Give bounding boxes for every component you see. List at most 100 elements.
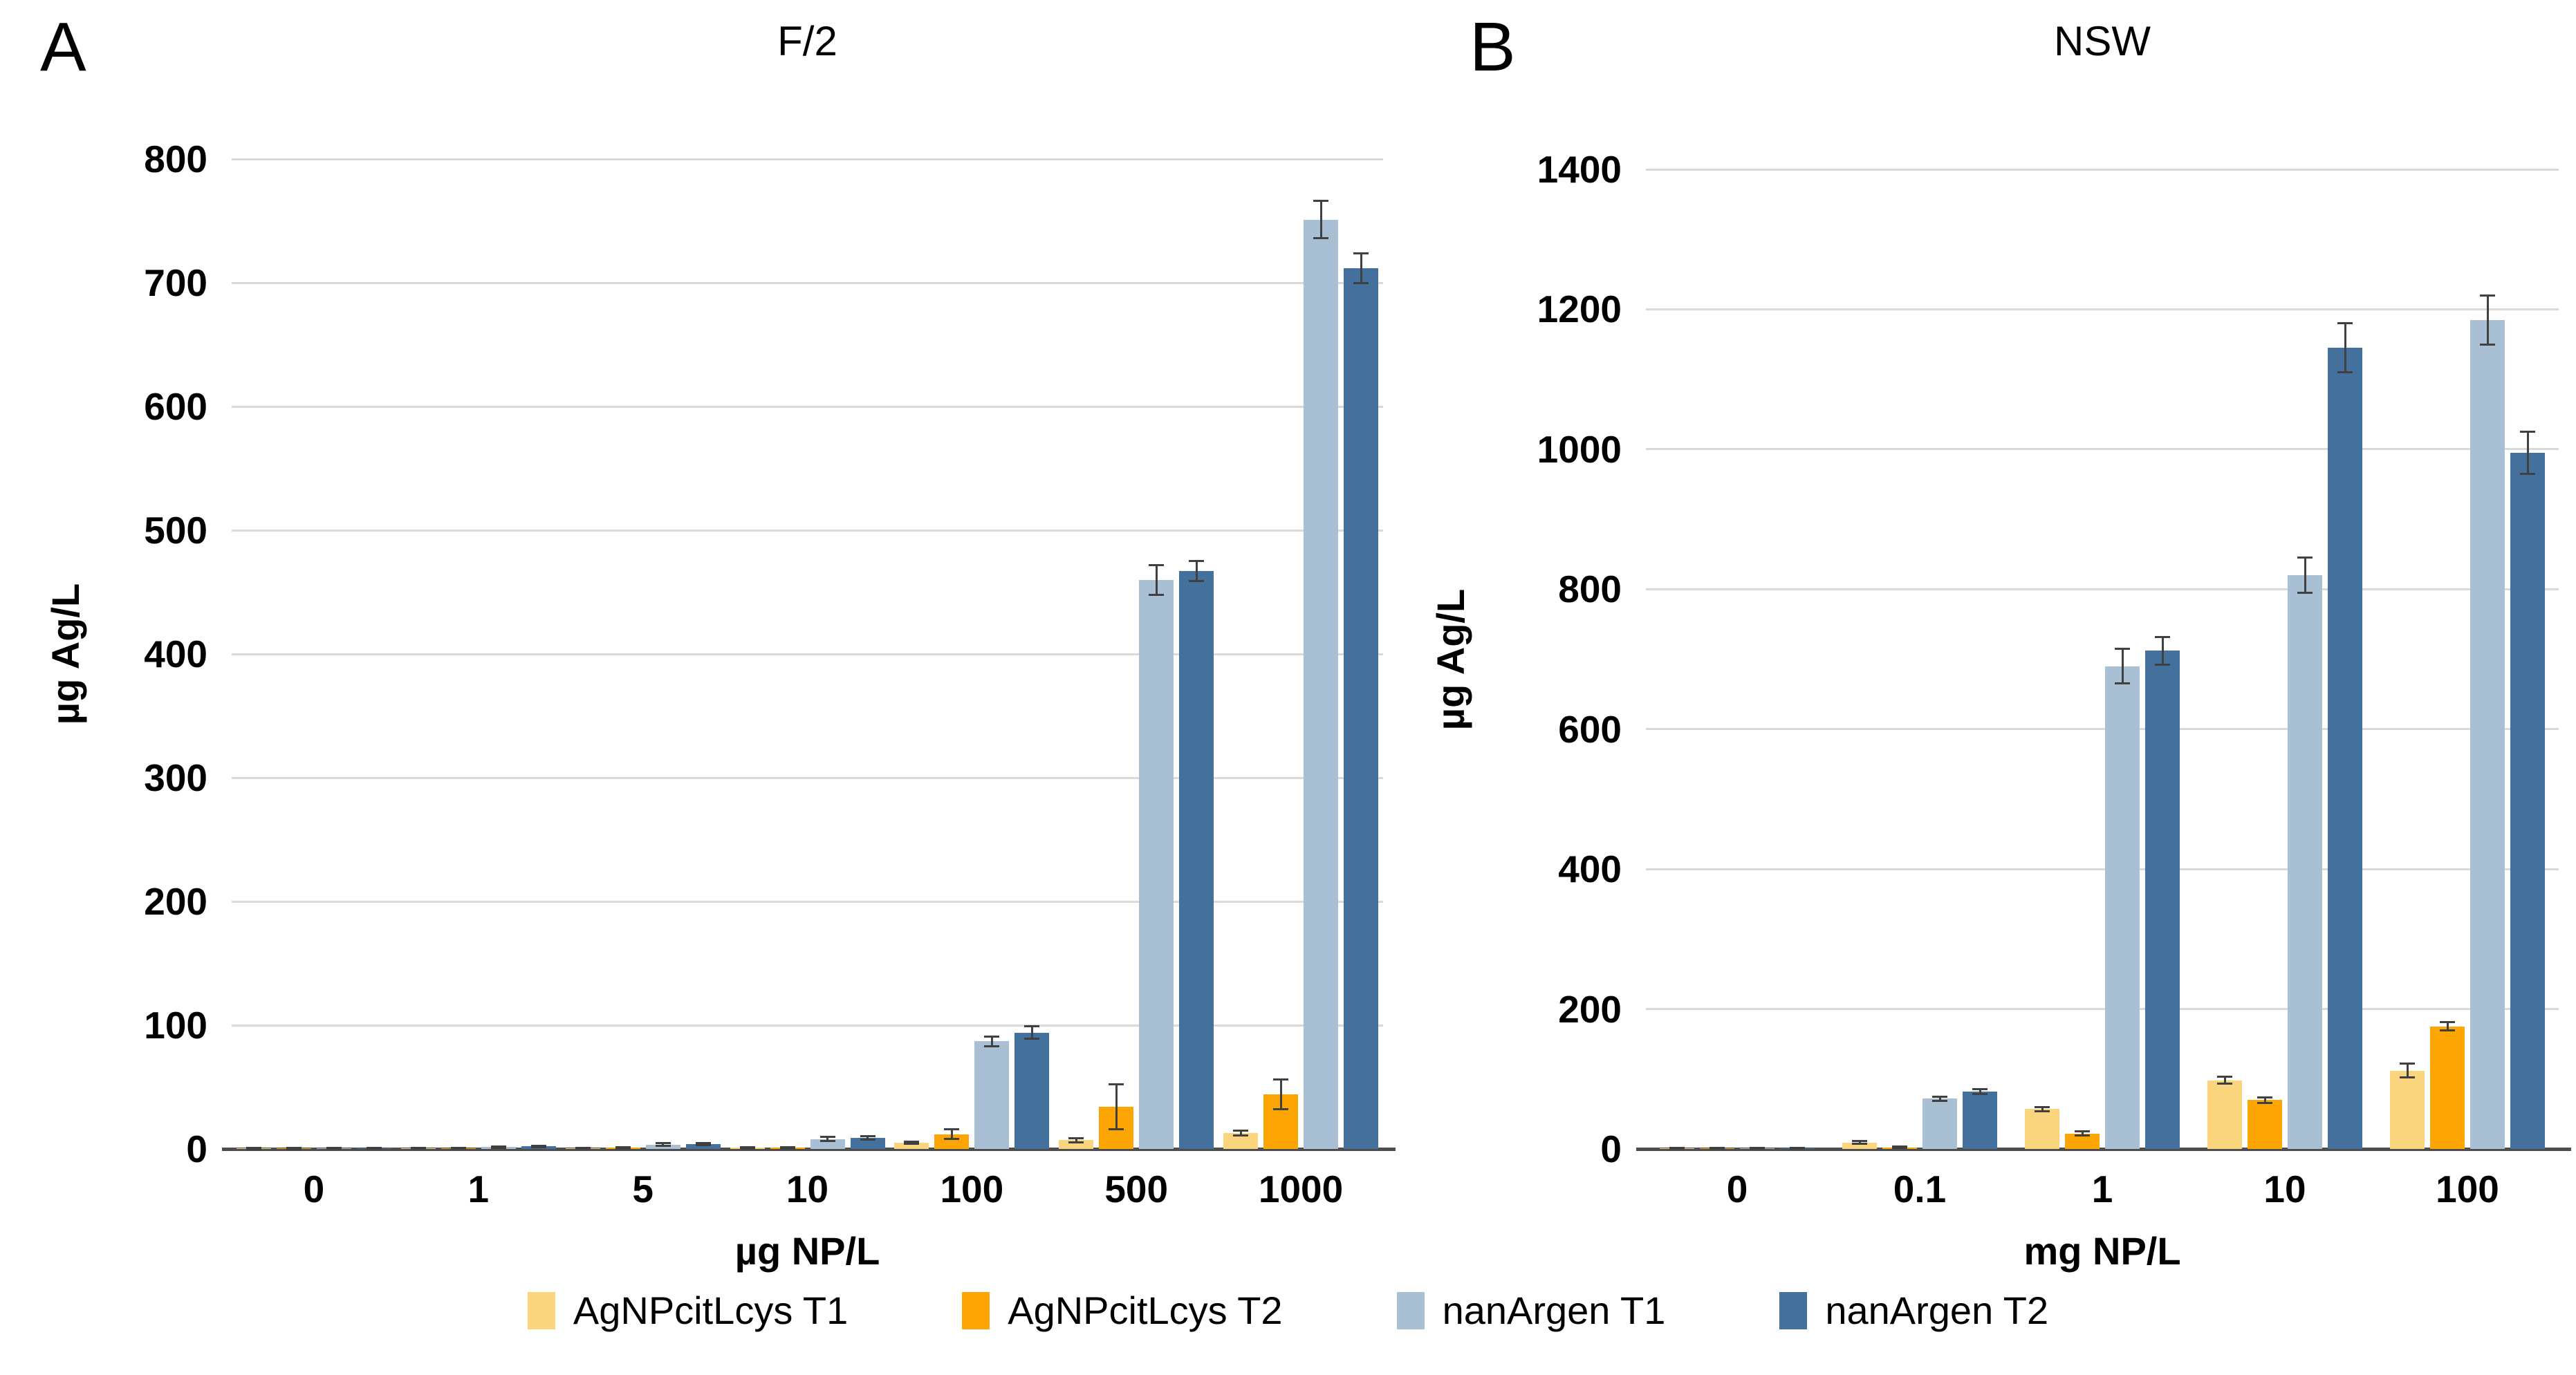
x-tick-label: 10 bbox=[786, 1168, 829, 1210]
legend-item: AgNPcitLcys T1 bbox=[527, 1291, 848, 1330]
error-bar-cap-top bbox=[1353, 252, 1369, 254]
gridline bbox=[232, 405, 1383, 408]
error-bar-cap-top bbox=[1669, 1146, 1685, 1149]
x-tick-label: 1 bbox=[467, 1168, 490, 1210]
legend-item: nanArgen T1 bbox=[1396, 1289, 1666, 1332]
gridline bbox=[1646, 308, 2559, 310]
gridline bbox=[232, 529, 1383, 532]
error-bar-cap-bottom bbox=[2257, 1101, 2272, 1104]
error-bar-cap-top bbox=[490, 1145, 506, 1148]
error-bar-cap-top bbox=[1189, 560, 1205, 563]
bar bbox=[2025, 1109, 2059, 1149]
error-bar-cap-bottom bbox=[2217, 1083, 2232, 1085]
error-bar-cap-top bbox=[366, 1147, 382, 1150]
bar bbox=[276, 1148, 311, 1149]
legend-label: nanArgen T1 bbox=[1442, 1289, 1666, 1332]
chart-title-B: NSW bbox=[2054, 18, 2151, 64]
chart-title-A: F/2 bbox=[777, 18, 837, 64]
error-bar-line bbox=[2041, 1107, 2044, 1112]
error-bar-cap-top bbox=[326, 1147, 342, 1150]
error-bar-line bbox=[1796, 1148, 1799, 1150]
error-bar-line bbox=[293, 1148, 295, 1150]
error-bar-line bbox=[2161, 637, 2164, 665]
error-bar-line bbox=[1195, 561, 1198, 581]
error-bar-cap-bottom bbox=[2520, 472, 2535, 475]
y-tick-label: 700 bbox=[144, 261, 207, 304]
error-bar-cap-bottom bbox=[410, 1148, 426, 1150]
bar bbox=[1740, 1148, 1775, 1149]
x-tick-label: 100 bbox=[2436, 1168, 2499, 1210]
gridline bbox=[1646, 868, 2559, 870]
error-bar-cap-bottom bbox=[2337, 371, 2353, 374]
error-bar-line bbox=[1279, 1079, 1282, 1110]
error-bar-cap-bottom bbox=[530, 1145, 546, 1148]
error-bar-cap-top bbox=[2115, 647, 2130, 650]
bar bbox=[565, 1148, 600, 1149]
bar bbox=[481, 1147, 516, 1149]
error-bar-cap-top bbox=[779, 1145, 795, 1148]
error-bar-line bbox=[2223, 1076, 2226, 1084]
bar bbox=[1344, 268, 1379, 1149]
error-bar-cap-top bbox=[1233, 1129, 1249, 1132]
gridline bbox=[232, 158, 1383, 160]
x-tick-label: 5 bbox=[632, 1168, 654, 1210]
bar bbox=[934, 1134, 970, 1149]
error-bar-cap-bottom bbox=[819, 1139, 835, 1142]
error-bar-cap-top bbox=[450, 1147, 466, 1150]
x-tick-label: 100 bbox=[940, 1168, 1004, 1210]
error-bar-cap-top bbox=[2297, 556, 2313, 559]
error-bar-cap-bottom bbox=[1273, 1108, 1289, 1111]
y-tick-label: 1400 bbox=[1537, 148, 1622, 191]
error-bar-line bbox=[786, 1147, 788, 1149]
error-bar-line bbox=[826, 1137, 828, 1141]
error-bar-line bbox=[582, 1148, 584, 1150]
y-tick-label: 400 bbox=[144, 633, 207, 675]
error-bar-cap-bottom bbox=[2155, 664, 2170, 666]
y-tick-label: 800 bbox=[144, 138, 207, 180]
bar bbox=[1059, 1140, 1094, 1149]
error-bar-cap-bottom bbox=[1790, 1147, 1805, 1150]
error-bar-cap-bottom bbox=[779, 1147, 795, 1150]
bar bbox=[1922, 1098, 1957, 1149]
error-bar-cap-top bbox=[695, 1141, 711, 1144]
error-bar-cap-top bbox=[2480, 294, 2495, 297]
error-bar-cap-top bbox=[1149, 563, 1165, 566]
error-bar-cap-top bbox=[904, 1140, 920, 1143]
error-bar-cap-bottom bbox=[1313, 237, 1329, 240]
error-bar-cap-top bbox=[944, 1128, 960, 1130]
legend-item: AgNPcitLcys T2 bbox=[962, 1291, 1283, 1330]
error-bar-cap-bottom bbox=[1024, 1038, 1040, 1040]
error-bar-cap-bottom bbox=[904, 1143, 920, 1145]
error-bar-cap-top bbox=[1024, 1025, 1040, 1028]
bar bbox=[2288, 575, 2322, 1149]
error-bar-line bbox=[867, 1136, 869, 1140]
x-tick-label: 500 bbox=[1104, 1168, 1169, 1210]
bar bbox=[2207, 1080, 2242, 1149]
legend-label: nanArgen T2 bbox=[1825, 1289, 2049, 1332]
error-bar-cap-top bbox=[1313, 200, 1329, 203]
error-bar-cap-top bbox=[2440, 1021, 2455, 1024]
error-bar-cap-top bbox=[739, 1145, 755, 1148]
error-bar-line bbox=[622, 1147, 624, 1149]
error-bar-line bbox=[950, 1129, 953, 1139]
error-bar-cap-bottom bbox=[1149, 593, 1165, 596]
error-bar-cap-bottom bbox=[2035, 1110, 2050, 1112]
error-bar-line bbox=[373, 1148, 376, 1150]
error-bar-cap-top bbox=[819, 1136, 835, 1139]
gridline bbox=[232, 900, 1383, 903]
error-bar-line bbox=[1756, 1148, 1759, 1150]
error-bar-line bbox=[2263, 1097, 2266, 1103]
bar bbox=[2390, 1070, 2425, 1149]
bar bbox=[1179, 571, 1214, 1149]
error-bar-cap-bottom bbox=[1669, 1147, 1685, 1150]
error-bar-line bbox=[2406, 1063, 2409, 1078]
gridline bbox=[1646, 1008, 2559, 1011]
x-tick-label: 1 bbox=[2091, 1168, 2113, 1210]
error-bar-cap-bottom bbox=[2440, 1029, 2455, 1032]
error-bar-line bbox=[2344, 323, 2346, 373]
error-bar-cap-bottom bbox=[1353, 281, 1369, 284]
error-bar-cap-top bbox=[2520, 431, 2535, 433]
error-bar-cap-bottom bbox=[695, 1144, 711, 1147]
error-bar-line bbox=[1115, 1084, 1118, 1130]
error-bar-cap-top bbox=[1972, 1088, 1987, 1091]
